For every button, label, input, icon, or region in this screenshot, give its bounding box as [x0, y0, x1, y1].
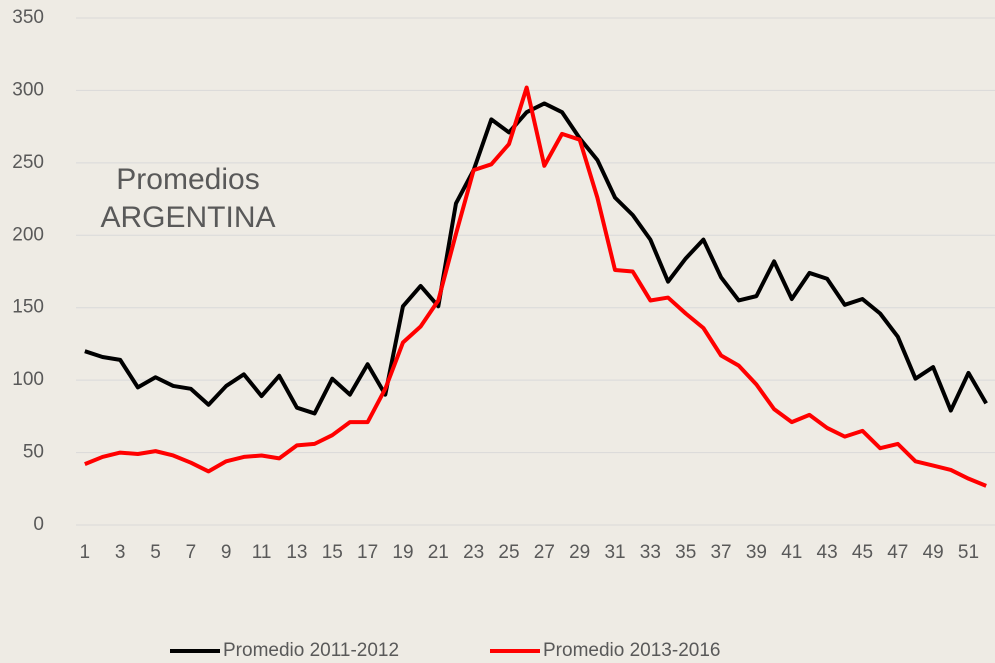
x-tick-label: 39	[746, 542, 767, 563]
x-tick-label: 33	[640, 542, 661, 563]
legend-label: Promedio 2011-2012	[223, 640, 399, 661]
annotation: ARGENTINA	[100, 201, 275, 234]
x-tick-label: 31	[604, 542, 625, 563]
x-tick-label: 1	[80, 542, 91, 563]
y-tick-label: 0	[33, 514, 44, 535]
y-tick-label: 100	[12, 369, 44, 390]
series-line	[84, 85, 987, 488]
x-tick-label: 49	[923, 542, 944, 563]
x-tick-label: 3	[115, 542, 126, 563]
x-tick-label: 37	[710, 542, 731, 563]
x-tick-label: 43	[817, 542, 838, 563]
x-tick-label: 29	[569, 542, 590, 563]
y-tick-label: 150	[12, 297, 44, 318]
x-tick-label: 21	[428, 542, 449, 563]
x-tick-label: 47	[887, 542, 908, 563]
y-tick-label: 300	[12, 79, 44, 100]
annotation: Promedios	[116, 163, 259, 196]
y-tick-label: 50	[23, 442, 44, 463]
x-tick-label: 7	[186, 542, 197, 563]
x-tick-label: 51	[958, 542, 979, 563]
x-tick-label: 41	[781, 542, 802, 563]
x-tick-label: 11	[252, 542, 272, 563]
x-tick-label: 13	[286, 542, 307, 563]
y-tick-label: 200	[12, 224, 44, 245]
legend-label: Promedio 2013-2016	[543, 640, 720, 661]
x-tick-label: 17	[357, 542, 378, 563]
x-tick-label: 45	[852, 542, 873, 563]
x-tick-label: 19	[392, 542, 413, 563]
x-tick-label: 25	[498, 542, 519, 563]
series-line	[84, 101, 988, 416]
y-tick-label: 250	[12, 152, 44, 173]
x-tick-label: 5	[150, 542, 161, 563]
x-tick-label: 9	[221, 542, 232, 563]
x-tick-label: 23	[463, 542, 484, 563]
x-tick-label: 35	[675, 542, 696, 563]
x-tick-label: 27	[534, 542, 555, 563]
y-tick-label: 350	[12, 7, 44, 28]
x-tick-label: 15	[322, 542, 343, 563]
